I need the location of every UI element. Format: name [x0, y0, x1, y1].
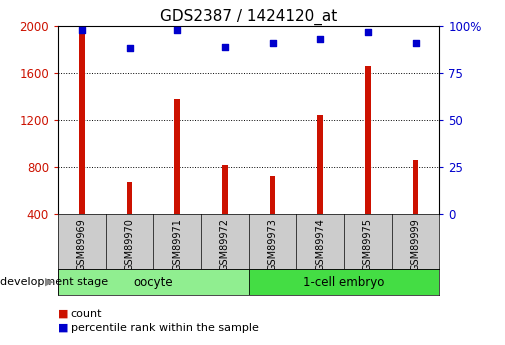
Bar — [222, 165, 228, 214]
Text: development stage: development stage — [0, 277, 108, 287]
Text: ■: ■ — [58, 323, 69, 333]
Point — [364, 29, 372, 34]
Point — [221, 44, 229, 49]
Point — [412, 40, 420, 46]
Bar — [317, 115, 323, 214]
Text: oocyte: oocyte — [134, 276, 173, 288]
Text: count: count — [71, 309, 102, 319]
Bar — [174, 99, 180, 214]
Bar — [249, 269, 439, 295]
Text: GSM89975: GSM89975 — [363, 218, 373, 271]
Bar — [58, 269, 249, 295]
Text: GSM89999: GSM89999 — [411, 218, 421, 271]
Bar — [270, 176, 275, 214]
Point — [126, 46, 134, 51]
Text: GSM89973: GSM89973 — [268, 218, 278, 271]
Point — [78, 27, 86, 32]
Text: GSM89972: GSM89972 — [220, 218, 230, 271]
Point — [316, 36, 324, 42]
Bar — [413, 160, 418, 214]
Bar — [127, 182, 132, 214]
Text: GSM89971: GSM89971 — [172, 218, 182, 271]
Text: ■: ■ — [58, 309, 69, 319]
Text: GSM89974: GSM89974 — [315, 218, 325, 271]
Point — [269, 40, 277, 46]
Point — [173, 27, 181, 32]
Text: GSM89970: GSM89970 — [125, 218, 134, 271]
Text: 1-cell embryo: 1-cell embryo — [304, 276, 385, 288]
Text: percentile rank within the sample: percentile rank within the sample — [71, 323, 259, 333]
Title: GDS2387 / 1424120_at: GDS2387 / 1424120_at — [160, 8, 337, 24]
Bar — [79, 32, 85, 214]
Bar — [365, 66, 371, 214]
Text: GSM89969: GSM89969 — [77, 218, 87, 271]
Text: ▶: ▶ — [45, 277, 54, 287]
